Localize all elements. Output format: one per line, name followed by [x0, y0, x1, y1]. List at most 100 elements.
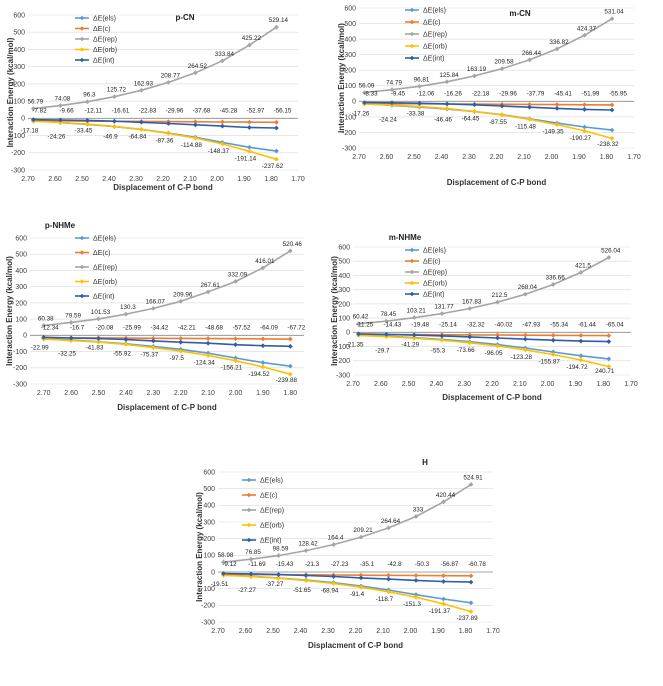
legend-marker — [79, 57, 85, 63]
data-point — [527, 116, 532, 122]
data-point — [578, 353, 584, 359]
data-point — [582, 102, 587, 108]
data-label-orb: -46.9 — [103, 133, 118, 140]
data-label-rep: 416.01 — [255, 258, 275, 265]
x-tick-label: 2.30 — [129, 176, 143, 183]
data-label-int: -42.21 — [178, 324, 196, 331]
data-label-orb: -87.36 — [155, 137, 173, 144]
x-tick-label: 2.10 — [201, 390, 215, 397]
series-line — [364, 101, 613, 111]
data-point — [472, 73, 477, 79]
data-point — [417, 104, 422, 109]
data-label-orb: -238.32 — [597, 141, 619, 148]
data-label-int: -19.48 — [411, 321, 429, 328]
data-label-int: -32.32 — [467, 321, 485, 328]
data-label-int: -55.34 — [550, 321, 568, 328]
chart-title: m-CN — [509, 9, 531, 18]
x-tick-label: 1.90 — [572, 154, 586, 161]
data-label-rep: 212.5 — [492, 292, 508, 299]
x-tick-label: 2.30 — [462, 154, 476, 161]
x-tick-label: 2.60 — [239, 628, 253, 635]
data-point — [68, 338, 74, 343]
x-axis-label: Displacement of C-P bond — [117, 403, 217, 412]
data-label-int: -12.11 — [85, 107, 103, 114]
data-point — [287, 363, 293, 369]
data-point — [247, 125, 252, 130]
data-label-int: -8.33 — [363, 90, 378, 97]
y-tick-label: 600 — [203, 469, 215, 476]
data-label-rep: 420.44 — [436, 492, 456, 499]
y-tick-label: -200 — [336, 358, 350, 365]
series-line — [43, 336, 291, 348]
data-label-orb: -41.29 — [401, 341, 419, 348]
data-point — [582, 128, 587, 134]
data-point — [178, 339, 184, 345]
data-label-orb: -237.89 — [456, 615, 478, 622]
data-point — [247, 148, 252, 154]
data-point — [527, 57, 532, 63]
data-label-rep: 332.09 — [228, 271, 248, 278]
y-tick-label: 0 — [352, 99, 356, 106]
x-tick-label: 1.90 — [237, 176, 251, 183]
x-tick-label: 2.10 — [517, 154, 531, 161]
data-label-rep: 333 — [413, 507, 424, 514]
data-label-int: -29.96 — [499, 90, 517, 97]
y-tick-label: 300 — [338, 287, 350, 294]
data-point — [358, 534, 364, 540]
data-label-int: -16.61 — [111, 107, 129, 114]
data-point — [123, 311, 129, 317]
legend-label: ΔE(c) — [423, 20, 441, 27]
chart-5: -300 -200 -100 0 100 200 300 400 500 600 2.70 2.60 2… — [195, 458, 500, 650]
x-tick-label: 2.50 — [266, 628, 280, 635]
data-point — [499, 66, 505, 72]
data-point — [276, 575, 281, 581]
data-point — [112, 118, 117, 124]
chart-3: -300 -200 -100 0 100 200 300 400 500 600 2.70 2.60 2… — [5, 221, 306, 412]
legend-label: ΔE(c) — [93, 26, 111, 33]
legend-label: ΔE(rep) — [93, 265, 117, 272]
legend-label: ΔE(orb) — [93, 279, 117, 286]
data-label-int: -37.79 — [527, 90, 545, 97]
data-label-int: -42.8 — [387, 561, 402, 568]
y-axis-label: Interaction Energy (kcal/mol) — [6, 37, 15, 147]
legend-label: ΔE(c) — [423, 259, 441, 266]
data-label-rep: 79.59 — [65, 312, 81, 319]
y-tick-label: -100 — [201, 586, 215, 593]
legend-label: ΔE(rep) — [423, 32, 447, 39]
x-tick-label: 1.90 — [431, 628, 445, 635]
y-tick-label: 500 — [338, 259, 350, 266]
legend-label: ΔE(orb) — [423, 44, 447, 51]
y-tick-label: 0 — [211, 569, 215, 576]
y-tick-label: -100 — [342, 114, 356, 121]
legend-label: ΔE(els) — [93, 16, 116, 23]
legend-marker — [79, 235, 85, 241]
legend-label: ΔE(orb) — [260, 523, 284, 530]
legend-marker — [246, 537, 252, 543]
legend-label: ΔE(int) — [93, 58, 114, 65]
data-label-int: -9.12 — [222, 561, 237, 568]
data-label-rep: 266.44 — [522, 50, 542, 57]
data-point — [193, 122, 198, 128]
data-point — [606, 333, 612, 339]
data-point — [139, 127, 144, 132]
series-line — [33, 118, 277, 129]
data-label-int: -45.28 — [219, 107, 237, 114]
x-tick-label: 2.40 — [119, 390, 133, 397]
data-point — [248, 556, 254, 562]
chart-title: m-NHMe — [389, 233, 422, 242]
data-point — [606, 364, 612, 369]
data-label-rep: 164.4 — [328, 535, 344, 542]
data-point — [386, 576, 391, 582]
data-point — [287, 371, 293, 377]
data-label-int: -22.18 — [472, 90, 490, 97]
data-label-orb: -96.05 — [485, 350, 503, 357]
data-point — [139, 119, 144, 125]
data-point — [96, 339, 101, 345]
x-tick-label: 2.00 — [210, 176, 224, 183]
data-label-int: -56.87 — [441, 561, 459, 568]
data-point — [221, 559, 226, 565]
data-point — [468, 573, 474, 579]
x-tick-label: 1.70 — [291, 176, 305, 183]
data-point — [358, 584, 364, 590]
chart-4: -300 -200 -100 0 100 200 300 400 500 600 2.70 2.60 2… — [330, 233, 638, 402]
